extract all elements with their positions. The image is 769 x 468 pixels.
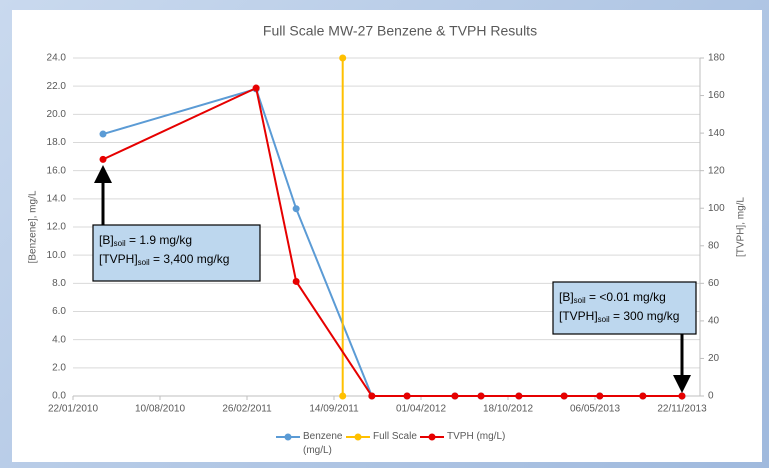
data-point bbox=[252, 84, 260, 92]
y-tick-label: 14.0 bbox=[47, 193, 67, 204]
y-tick-label: 10.0 bbox=[47, 250, 67, 261]
y-tick-label: 2.0 bbox=[52, 362, 66, 373]
chart: Full Scale MW-27 Benzene & TVPH Results … bbox=[28, 23, 747, 441]
y-axis-label: [Benzene], mg/L bbox=[28, 190, 39, 263]
x-tick-label: 06/05/2013 bbox=[570, 404, 620, 415]
annotation-box bbox=[552, 281, 697, 335]
legend-label: TVPH (mg/L) bbox=[447, 431, 506, 442]
x-tick-label: 10/08/2010 bbox=[135, 404, 185, 415]
y2-tick-label: 140 bbox=[708, 128, 725, 139]
legend-marker bbox=[428, 433, 436, 441]
annotation-text: [B]soil = 1.9 mg/kg bbox=[99, 233, 192, 248]
annotation-sub: soil bbox=[574, 296, 586, 305]
legend-label: Benzene (mg/L) bbox=[303, 431, 343, 456]
legend-label: Full Scale bbox=[373, 431, 417, 442]
y2-tick-label: 180 bbox=[708, 53, 725, 64]
data-point bbox=[560, 392, 568, 400]
annotation-main: [TVPH] bbox=[99, 252, 138, 266]
legend-marker bbox=[284, 433, 292, 441]
annotation-rest: = 1.9 mg/kg bbox=[126, 233, 192, 247]
data-point bbox=[368, 392, 376, 400]
data-point bbox=[99, 155, 107, 163]
y2-axis-label: [TVPH], mg/L bbox=[736, 197, 747, 257]
x-tick-label: 22/01/2010 bbox=[48, 404, 98, 415]
annotation-text: [TVPH]soil = 300 mg/kg bbox=[559, 309, 679, 324]
x-tick-label: 01/04/2012 bbox=[396, 404, 446, 415]
annotation-rest: = 3,400 mg/kg bbox=[150, 252, 230, 266]
annotation-main: [B] bbox=[559, 290, 574, 304]
data-point bbox=[339, 392, 347, 400]
annotation-main: [TVPH] bbox=[559, 309, 598, 323]
data-point bbox=[477, 392, 485, 400]
annotation-sub: soil bbox=[138, 258, 150, 267]
series-line bbox=[102, 86, 682, 397]
y2-tick-label: 100 bbox=[708, 203, 725, 214]
data-point bbox=[639, 392, 647, 400]
y-tick-label: 18.0 bbox=[47, 137, 67, 148]
x-tick-label: 26/02/2011 bbox=[222, 404, 272, 415]
annotation-sub: soil bbox=[114, 239, 126, 248]
data-point bbox=[515, 392, 523, 400]
data-point bbox=[451, 392, 459, 400]
annotation-box bbox=[92, 224, 261, 282]
y2-tick-label: 160 bbox=[708, 90, 725, 101]
y2-tick-label: 20 bbox=[708, 353, 720, 364]
y2-tick-label: 60 bbox=[708, 278, 720, 289]
y2-tick-label: 0 bbox=[708, 391, 714, 402]
y-tick-label: 0.0 bbox=[52, 391, 66, 402]
y2-tick-label: 80 bbox=[708, 240, 720, 251]
data-point bbox=[292, 277, 300, 285]
annotation-main: [B] bbox=[99, 233, 114, 247]
legend-marker bbox=[354, 433, 362, 441]
data-point bbox=[292, 205, 300, 213]
y-tick-label: 24.0 bbox=[47, 53, 67, 64]
x-tick-label: 18/10/2012 bbox=[483, 404, 533, 415]
y-tick-label: 12.0 bbox=[47, 222, 67, 233]
data-point bbox=[339, 54, 347, 62]
y-tick-label: 6.0 bbox=[52, 306, 66, 317]
annotation-rest: = <0.01 mg/kg bbox=[586, 290, 666, 304]
annotation-text: [TVPH]soil = 3,400 mg/kg bbox=[99, 252, 229, 267]
y-tick-label: 4.0 bbox=[52, 334, 66, 345]
data-point bbox=[403, 392, 411, 400]
chart-title: Full Scale MW-27 Benzene & TVPH Results bbox=[263, 23, 537, 39]
data-point bbox=[99, 130, 107, 138]
data-point bbox=[596, 392, 604, 400]
y2-tick-label: 40 bbox=[708, 316, 720, 327]
annotation-rest: = 300 mg/kg bbox=[610, 309, 680, 323]
chart-area: Full Scale MW-27 Benzene & TVPH Results … bbox=[12, 10, 762, 462]
annotation-text: [B]soil = <0.01 mg/kg bbox=[559, 290, 666, 305]
y2-tick-label: 120 bbox=[708, 165, 725, 176]
y-tick-label: 22.0 bbox=[47, 81, 67, 92]
y-tick-label: 20.0 bbox=[47, 109, 67, 120]
y-tick-label: 16.0 bbox=[47, 165, 67, 176]
data-point bbox=[678, 392, 686, 400]
y-tick-label: 8.0 bbox=[52, 278, 66, 289]
x-tick-label: 22/11/2013 bbox=[657, 404, 707, 415]
annotation-sub: soil bbox=[598, 315, 610, 324]
x-tick-label: 14/09/2011 bbox=[309, 404, 359, 415]
